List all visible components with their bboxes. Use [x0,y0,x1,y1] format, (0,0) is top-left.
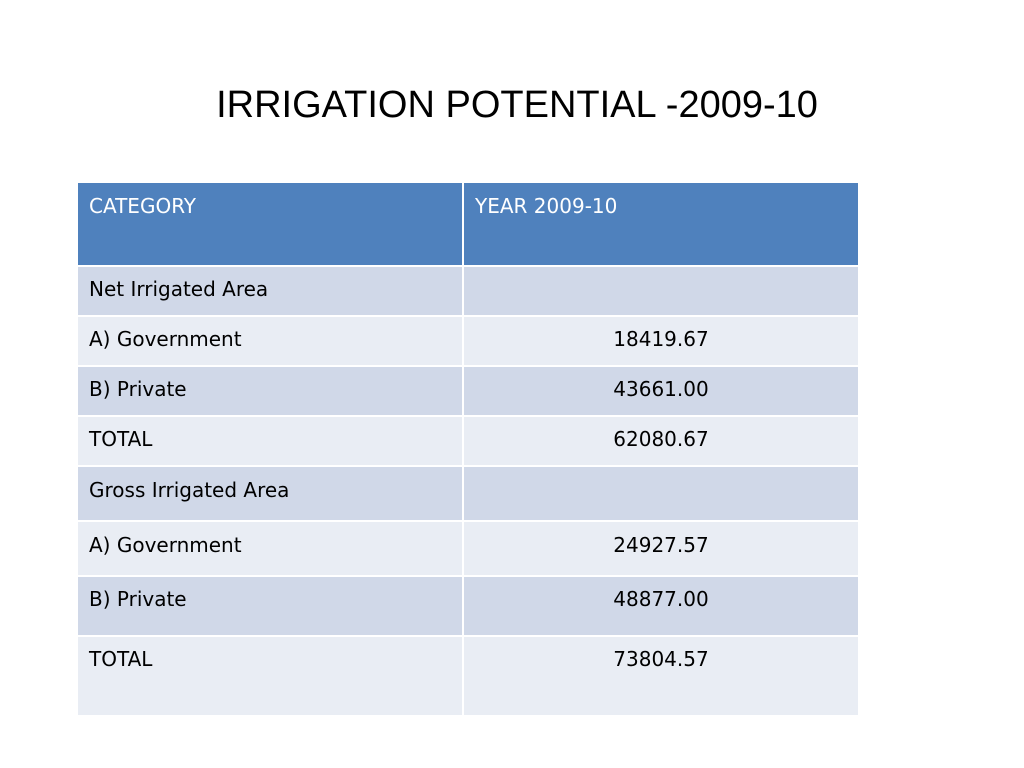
row-value: 18419.67 [462,315,860,367]
row-category: TOTAL [76,415,464,467]
row-category: A) Government [76,520,464,577]
table-row: Net Irrigated Area [76,265,860,317]
irrigation-table: CATEGORY YEAR 2009-10 Net Irrigated Area… [76,181,860,717]
table-row: Gross Irrigated Area [76,465,860,522]
row-category: B) Private [76,365,464,417]
table-row: A) Government 18419.67 [76,315,860,367]
row-category: Gross Irrigated Area [76,465,464,522]
row-category: Net Irrigated Area [76,265,464,317]
header-category: CATEGORY [76,181,464,267]
table-row: A) Government 24927.57 [76,520,860,577]
table-row: TOTAL 62080.67 [76,415,860,467]
row-value: 62080.67 [462,415,860,467]
row-category: B) Private [76,575,464,637]
row-value: 73804.57 [462,635,860,717]
row-value [462,465,860,522]
slide-title: IRRIGATION POTENTIAL -2009-10 [216,84,818,126]
table-row: B) Private 43661.00 [76,365,860,417]
row-value: 24927.57 [462,520,860,577]
row-category: TOTAL [76,635,464,717]
row-category: A) Government [76,315,464,367]
table-row: B) Private 48877.00 [76,575,860,637]
row-value [462,265,860,317]
row-value: 43661.00 [462,365,860,417]
row-value: 48877.00 [462,575,860,637]
header-year: YEAR 2009-10 [462,181,860,267]
table-row: TOTAL 73804.57 [76,635,860,717]
table-header-row: CATEGORY YEAR 2009-10 [76,181,860,267]
